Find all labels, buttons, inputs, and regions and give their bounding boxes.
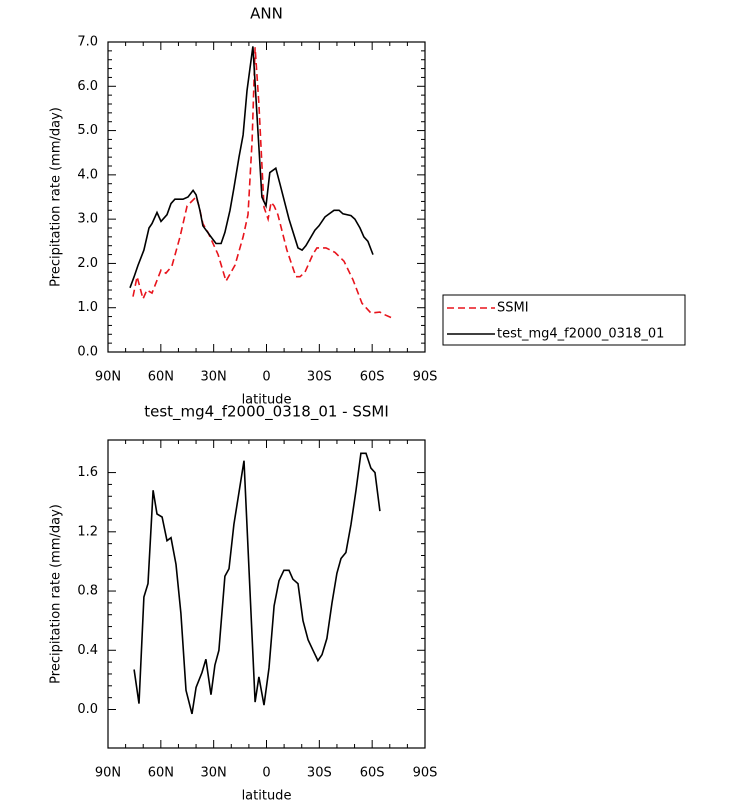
chart-title: test_mg4_f2000_0318_01 - SSMI	[144, 403, 389, 422]
y-tick-label: 0.8	[77, 584, 98, 599]
x-tick-label: 30S	[307, 370, 332, 385]
data-line	[132, 47, 393, 319]
x-tick-label: 60N	[148, 370, 174, 385]
y-axis-label: Precipitation rate (mm/day)	[49, 107, 64, 287]
x-tick-label: 90N	[95, 370, 121, 385]
y-tick-label: 0.4	[77, 643, 98, 658]
y-tick-label: 1.6	[77, 465, 98, 480]
x-tick-label: 90S	[413, 370, 438, 385]
y-tick-label: 4.0	[77, 167, 98, 182]
x-tick-label: 60S	[360, 766, 385, 781]
x-tick-label: 60N	[148, 766, 174, 781]
legend-box	[442, 294, 686, 346]
x-tick-label: 30N	[201, 370, 227, 385]
y-tick-label: 0.0	[77, 702, 98, 717]
x-tick-label: 0	[262, 766, 270, 781]
y-tick-label: 3.0	[77, 212, 98, 227]
x-axis-label: latitude	[242, 789, 292, 804]
x-tick-label: 60S	[360, 370, 385, 385]
x-axis-label: latitude	[242, 393, 292, 408]
x-tick-label: 30N	[201, 766, 227, 781]
y-tick-label: 7.0	[77, 35, 98, 50]
x-tick-label: 30S	[307, 766, 332, 781]
chart-title: ANN	[250, 5, 283, 23]
y-tick-label: 5.0	[77, 123, 98, 138]
legend-label: test_mg4_f2000_0318_01	[497, 327, 664, 342]
y-tick-label: 2.0	[77, 256, 98, 271]
x-tick-label: 90N	[95, 766, 121, 781]
y-tick-label: 1.0	[77, 300, 98, 315]
y-tick-label: 1.2	[77, 524, 98, 539]
y-axis-label: Precipitation rate (mm/day)	[49, 504, 64, 684]
legend-label: SSMI	[497, 301, 529, 316]
x-tick-label: 90S	[413, 766, 438, 781]
y-tick-label: 6.0	[77, 79, 98, 94]
data-line	[129, 46, 374, 289]
x-tick-label: 0	[262, 370, 270, 385]
y-tick-label: 0.0	[77, 345, 98, 360]
data-line	[133, 452, 381, 715]
